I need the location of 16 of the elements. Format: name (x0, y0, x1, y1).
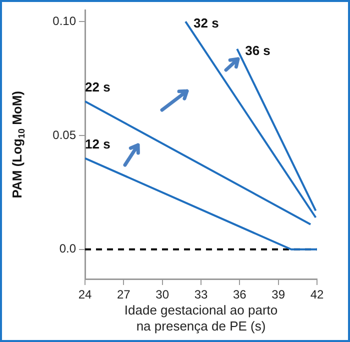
series-label: 12 s (85, 136, 110, 152)
y-axis-title: PAM (Log10 MoM) (10, 90, 26, 198)
y-tick-label: 0.05 (52, 128, 76, 142)
x-axis-title: Idade gestacional ao parto na presença de PE (s) (124, 302, 278, 334)
x-tick-label: 39 (272, 288, 286, 302)
y-tick-label: 0.0 (59, 242, 76, 256)
x-tick-label: 36 (232, 288, 247, 302)
x-tick-label: 27 (116, 288, 131, 302)
x-tick-label: 30 (156, 288, 170, 302)
series-label: 32 s (194, 16, 219, 31)
x-tick-label: 42 (310, 288, 324, 302)
series-label: 36 s (245, 42, 270, 58)
x-tick-label: 33 (194, 288, 208, 302)
y-tick-label: 0.10 (52, 14, 76, 28)
x-tick-label: 24 (78, 288, 92, 302)
series-label: 22 s (85, 79, 110, 94)
